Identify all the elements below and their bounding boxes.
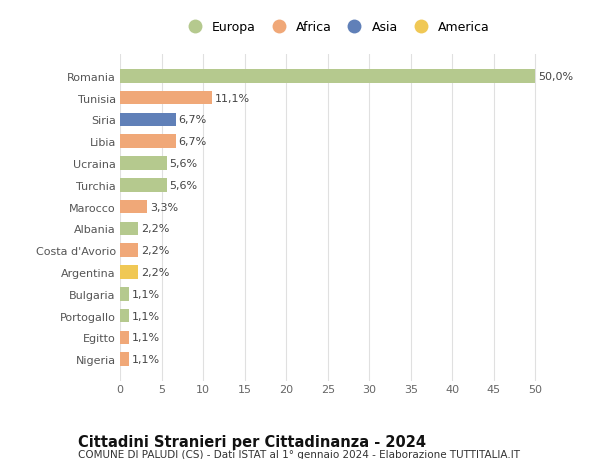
Text: Cittadini Stranieri per Cittadinanza - 2024: Cittadini Stranieri per Cittadinanza - 2…	[78, 434, 426, 449]
Bar	[120, 70, 535, 84]
Bar	[120, 201, 148, 214]
Bar	[120, 331, 129, 344]
Bar	[120, 113, 176, 127]
Text: 50,0%: 50,0%	[538, 72, 573, 82]
Bar	[120, 222, 138, 235]
Text: 5,6%: 5,6%	[169, 159, 197, 168]
Legend: Europa, Africa, Asia, America: Europa, Africa, Asia, America	[179, 19, 493, 37]
Text: 2,2%: 2,2%	[141, 246, 169, 256]
Text: 1,1%: 1,1%	[131, 354, 160, 364]
Text: COMUNE DI PALUDI (CS) - Dati ISTAT al 1° gennaio 2024 - Elaborazione TUTTITALIA.: COMUNE DI PALUDI (CS) - Dati ISTAT al 1°…	[78, 449, 520, 459]
Text: 3,3%: 3,3%	[150, 202, 178, 212]
Bar	[120, 309, 129, 323]
Bar	[120, 266, 138, 279]
Bar	[120, 157, 167, 170]
Bar	[120, 244, 138, 257]
Bar	[120, 135, 176, 149]
Bar	[120, 353, 129, 366]
Text: 11,1%: 11,1%	[215, 93, 250, 103]
Text: 5,6%: 5,6%	[169, 180, 197, 190]
Text: 6,7%: 6,7%	[178, 115, 206, 125]
Text: 2,2%: 2,2%	[141, 224, 169, 234]
Text: 1,1%: 1,1%	[131, 311, 160, 321]
Bar	[120, 92, 212, 105]
Bar	[120, 287, 129, 301]
Text: 2,2%: 2,2%	[141, 268, 169, 277]
Text: 1,1%: 1,1%	[131, 333, 160, 343]
Bar	[120, 179, 167, 192]
Text: 1,1%: 1,1%	[131, 289, 160, 299]
Text: 6,7%: 6,7%	[178, 137, 206, 147]
